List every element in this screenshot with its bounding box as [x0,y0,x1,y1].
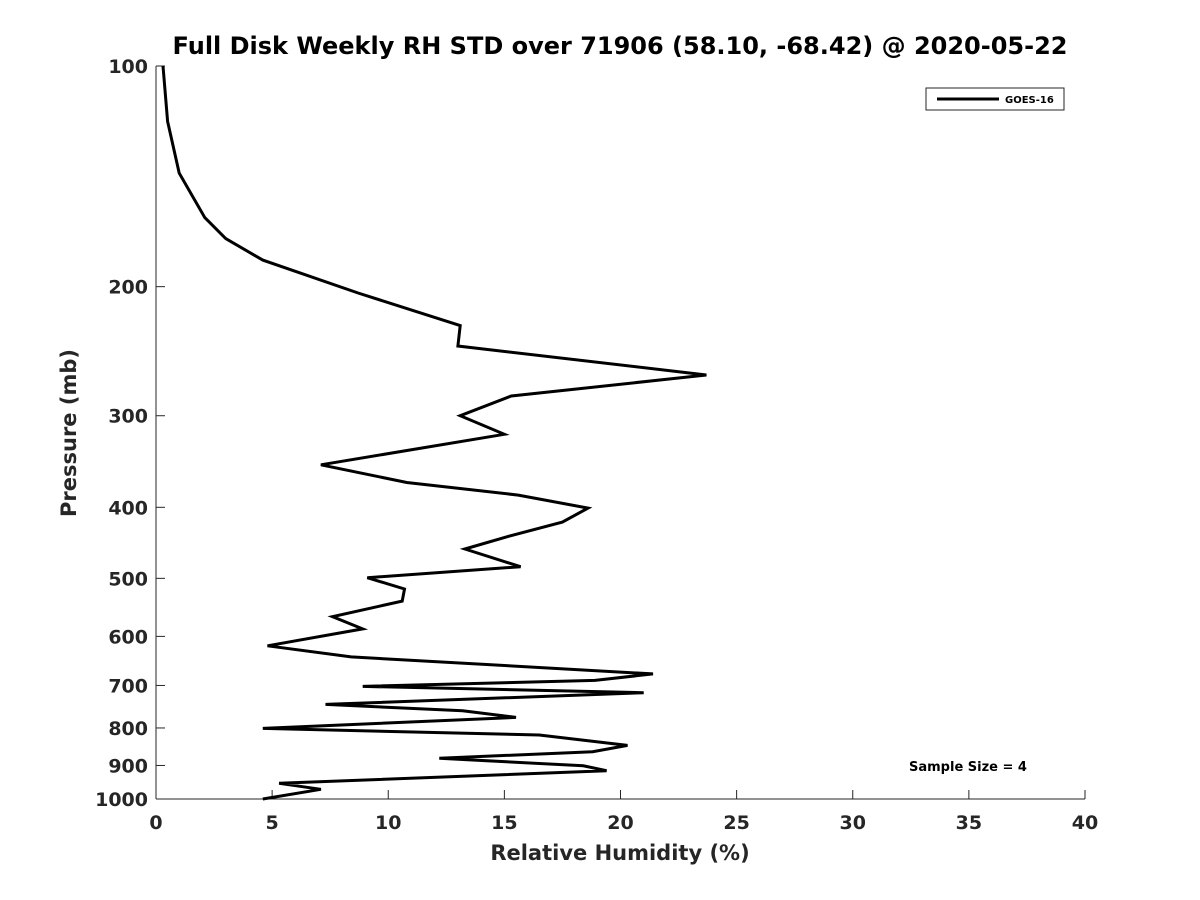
y-tick-label: 300 [108,406,148,428]
x-tick-label: 40 [1072,812,1098,834]
sample-size-annotation: Sample Size = 4 [909,760,1027,775]
x-axis-label: Relative Humidity (%) [490,841,749,865]
x-tick-label: 0 [149,812,162,834]
x-tick-label: 30 [840,812,866,834]
series-layer [161,65,707,801]
x-tick-label: 10 [375,812,401,834]
y-tick-label: 200 [108,277,148,299]
x-tick-label: 25 [723,812,749,834]
y-tick-label: 700 [108,675,148,697]
chart-title: Full Disk Weekly RH STD over 71906 (58.1… [173,32,1068,60]
x-ticks: 0 5 10 15 20 25 30 35 40 [149,790,1098,834]
x-tick-label: 15 [491,812,517,834]
x-tick-label: 5 [266,812,279,834]
y-tick-label: 600 [108,626,148,648]
x-tick-label: 35 [956,812,982,834]
y-axis-label: Pressure (mb) [57,349,81,517]
y-tick-label: 500 [108,568,148,590]
series-line-goes-16 [161,65,707,801]
y-tick-label: 900 [108,755,148,777]
y-ticks: 100 200 300 400 500 600 700 800 900 1000 [95,56,165,811]
y-tick-label: 100 [108,56,148,78]
axes [155,66,1085,800]
legend: GOES-16 [925,87,1065,111]
y-tick-label: 400 [108,497,148,519]
y-tick-label: 800 [108,718,148,740]
y-tick-label: 1000 [95,789,148,811]
legend-label-goes-16: GOES-16 [1005,95,1054,106]
x-tick-label: 20 [607,812,633,834]
